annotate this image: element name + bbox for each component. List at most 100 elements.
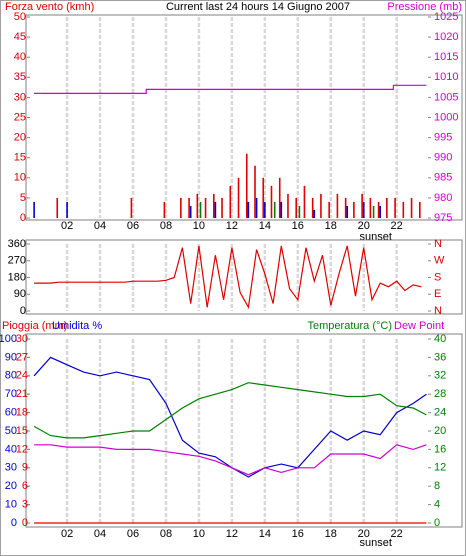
bar — [270, 185, 273, 218]
plot-frame — [25, 239, 463, 315]
y-tick-label: 0 — [11, 517, 17, 529]
bar — [394, 197, 396, 218]
y2-tick-label: 1015 — [434, 51, 458, 63]
bar — [419, 201, 421, 218]
y2-tick-label: 990 — [434, 152, 452, 164]
x-tick-label: 18 — [325, 220, 337, 232]
bar — [262, 177, 265, 218]
bar — [379, 205, 382, 218]
x-tick-label: 16 — [292, 528, 304, 540]
y-tick-label: 10 — [5, 499, 17, 511]
y2-tick-label: 1010 — [434, 71, 458, 83]
y-tick-label: 180 — [8, 271, 26, 283]
bar — [344, 197, 347, 218]
bar — [369, 197, 372, 218]
bar — [298, 205, 301, 218]
y3-tick-label: 9 — [22, 462, 28, 474]
y2-tick-label: 985 — [434, 172, 452, 184]
y-tick-label: 0 — [20, 305, 26, 317]
x-tick-label: 12 — [226, 528, 238, 540]
y2-tick-label: 24 — [434, 407, 446, 419]
plot-frame — [25, 14, 463, 221]
series-label: Temperatura (°C) — [308, 320, 392, 332]
x-tick-label: 08 — [160, 528, 172, 540]
x-tick-label: 20 — [358, 220, 370, 232]
y-tick-label: 25 — [14, 111, 26, 123]
bar — [33, 201, 35, 218]
y2-tick-label: 0 — [434, 517, 440, 529]
y3-tick-label: 21 — [16, 388, 28, 400]
bar — [311, 197, 314, 218]
bar — [213, 193, 215, 218]
y-tick-label: 90 — [14, 288, 26, 300]
y2-tick-label: E — [434, 288, 441, 300]
bar — [237, 177, 240, 218]
bar — [247, 201, 250, 218]
y2-tick-label: 28 — [434, 388, 446, 400]
bar — [313, 209, 316, 218]
bar — [328, 201, 330, 218]
y2-tick-label: N — [434, 238, 442, 250]
bar — [295, 197, 298, 218]
bar — [278, 177, 281, 218]
y2-tick-label: W — [434, 255, 445, 267]
x-tick-label: 16 — [292, 220, 304, 232]
x-tick-label: 22 — [391, 220, 403, 232]
y2-tick-label: 995 — [434, 132, 452, 144]
y2-tick-label: 12 — [434, 462, 446, 474]
bar — [386, 197, 388, 218]
y-tick-label: 50 — [14, 11, 26, 23]
y2-tick-label: 1005 — [434, 91, 458, 103]
bar — [346, 205, 349, 218]
y-tick-label: 60 — [5, 407, 17, 419]
bar — [372, 205, 375, 218]
y-tick-label: 50 — [5, 425, 17, 437]
y2-tick-label: N — [434, 305, 442, 317]
plot-frame — [25, 333, 463, 528]
bar — [199, 201, 202, 218]
y3-tick-label: 3 — [22, 499, 28, 511]
y2-tick-label: 8 — [434, 480, 440, 492]
y3-tick-label: 18 — [16, 407, 28, 419]
y2-tick-label: 32 — [434, 370, 446, 382]
y-tick-label: 40 — [5, 443, 17, 455]
y3-tick-label: 27 — [16, 351, 28, 363]
y-tick-label: 90 — [5, 351, 17, 363]
bar — [189, 205, 192, 218]
x-tick-label: 10 — [193, 528, 205, 540]
bar — [245, 153, 248, 218]
bar — [204, 197, 207, 218]
y-tick-label: 5 — [20, 192, 26, 204]
bar — [303, 185, 306, 218]
x-tick-label: 04 — [94, 220, 106, 232]
series-line — [34, 84, 427, 94]
x-tick-label: 04 — [94, 528, 106, 540]
x-tick-label: 06 — [127, 220, 139, 232]
y-tick-label: 100 — [0, 333, 17, 345]
x-tick-label: 02 — [61, 528, 73, 540]
bar — [254, 165, 256, 218]
y-tick-label: 10 — [14, 172, 26, 184]
bar — [188, 197, 190, 218]
x-tick-label: 14 — [259, 220, 271, 232]
y3-tick-label: 15 — [16, 425, 28, 437]
y2-tick-label: 20 — [434, 425, 446, 437]
y-tick-label: 30 — [5, 462, 17, 474]
y-tick-label: 20 — [14, 132, 26, 144]
y-tick-label: 20 — [5, 480, 17, 492]
series-line — [34, 245, 422, 310]
bar — [163, 201, 166, 218]
bar — [361, 193, 363, 218]
y-tick-label: 40 — [14, 51, 26, 63]
y-tick-label: 360 — [8, 238, 26, 250]
x-tick-label: 22 — [391, 528, 403, 540]
bar — [287, 193, 289, 218]
bar — [196, 193, 199, 218]
y3-tick-label: 30 — [16, 333, 28, 345]
y-tick-label: 15 — [14, 152, 26, 164]
y2-tick-label: S — [434, 271, 441, 283]
y-axis-label: Forza vento (kmh) — [5, 1, 94, 13]
bar — [353, 201, 355, 218]
bar — [180, 197, 182, 218]
